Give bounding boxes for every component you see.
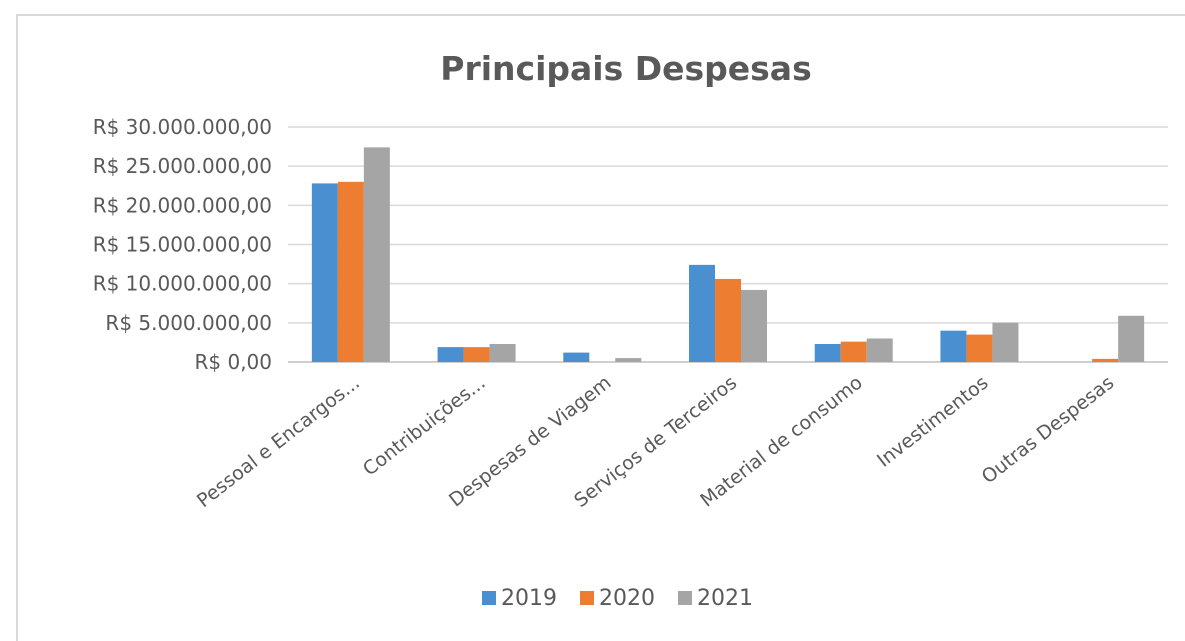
bar-2019 bbox=[940, 330, 967, 362]
bar-2019 bbox=[437, 347, 464, 362]
legend-swatch-2020 bbox=[580, 591, 594, 605]
y-axis: R$ 0,00 R$ 5.000.000,00 R$ 10.000.000,00 R$… bbox=[93, 115, 272, 374]
legend-label-2020: 2020 bbox=[599, 586, 655, 611]
y-tick-label: R$ 15.000.000,00 bbox=[93, 233, 272, 257]
bar-2019 bbox=[311, 183, 338, 362]
chart-title: Principais Despesas bbox=[440, 49, 811, 88]
legend-swatch-2019 bbox=[482, 591, 496, 605]
x-tick-label: Pessoal e Encargos... bbox=[193, 372, 364, 512]
bar-2019 bbox=[563, 352, 590, 362]
bar-2021 bbox=[489, 343, 516, 362]
bar-2019 bbox=[814, 343, 841, 362]
chart-frame bbox=[16, 14, 1185, 641]
bar-2019 bbox=[689, 264, 715, 362]
y-tick-label: R$ 25.000.000,00 bbox=[93, 154, 272, 178]
bar-2021 bbox=[363, 147, 390, 362]
bars bbox=[311, 147, 1145, 362]
x-axis: Pessoal e Encargos...Contribuições...Des… bbox=[193, 372, 1118, 512]
bar-2021 bbox=[741, 289, 767, 362]
y-tick-label: R$ 10.000.000,00 bbox=[93, 272, 272, 296]
bar-2020 bbox=[840, 341, 867, 362]
bar-2020 bbox=[1092, 358, 1119, 362]
bar-2021 bbox=[866, 338, 893, 362]
bar-2020 bbox=[715, 278, 741, 362]
bar-2020 bbox=[463, 347, 490, 362]
bar-2021 bbox=[1118, 315, 1145, 362]
y-tick-label: R$ 0,00 bbox=[194, 350, 272, 374]
bar-2020 bbox=[337, 181, 364, 362]
bar-2021 bbox=[615, 358, 642, 362]
legend-label-2019: 2019 bbox=[501, 586, 557, 611]
y-tick-label: R$ 5.000.000,00 bbox=[105, 311, 272, 335]
bar-2020 bbox=[966, 334, 993, 362]
bar-2021 bbox=[992, 322, 1019, 362]
legend-label-2021: 2021 bbox=[697, 586, 753, 611]
x-tick-label: Investimentos bbox=[873, 372, 992, 472]
legend-swatch-2021 bbox=[678, 591, 692, 605]
x-tick-label: Outras Despesas bbox=[978, 372, 1119, 489]
x-tick-label: Contribuições... bbox=[359, 372, 490, 481]
y-tick-label: R$ 20.000.000,00 bbox=[93, 193, 272, 217]
legend: 2019 2020 2021 bbox=[482, 586, 753, 611]
y-tick-label: R$ 30.000.000,00 bbox=[93, 115, 272, 139]
